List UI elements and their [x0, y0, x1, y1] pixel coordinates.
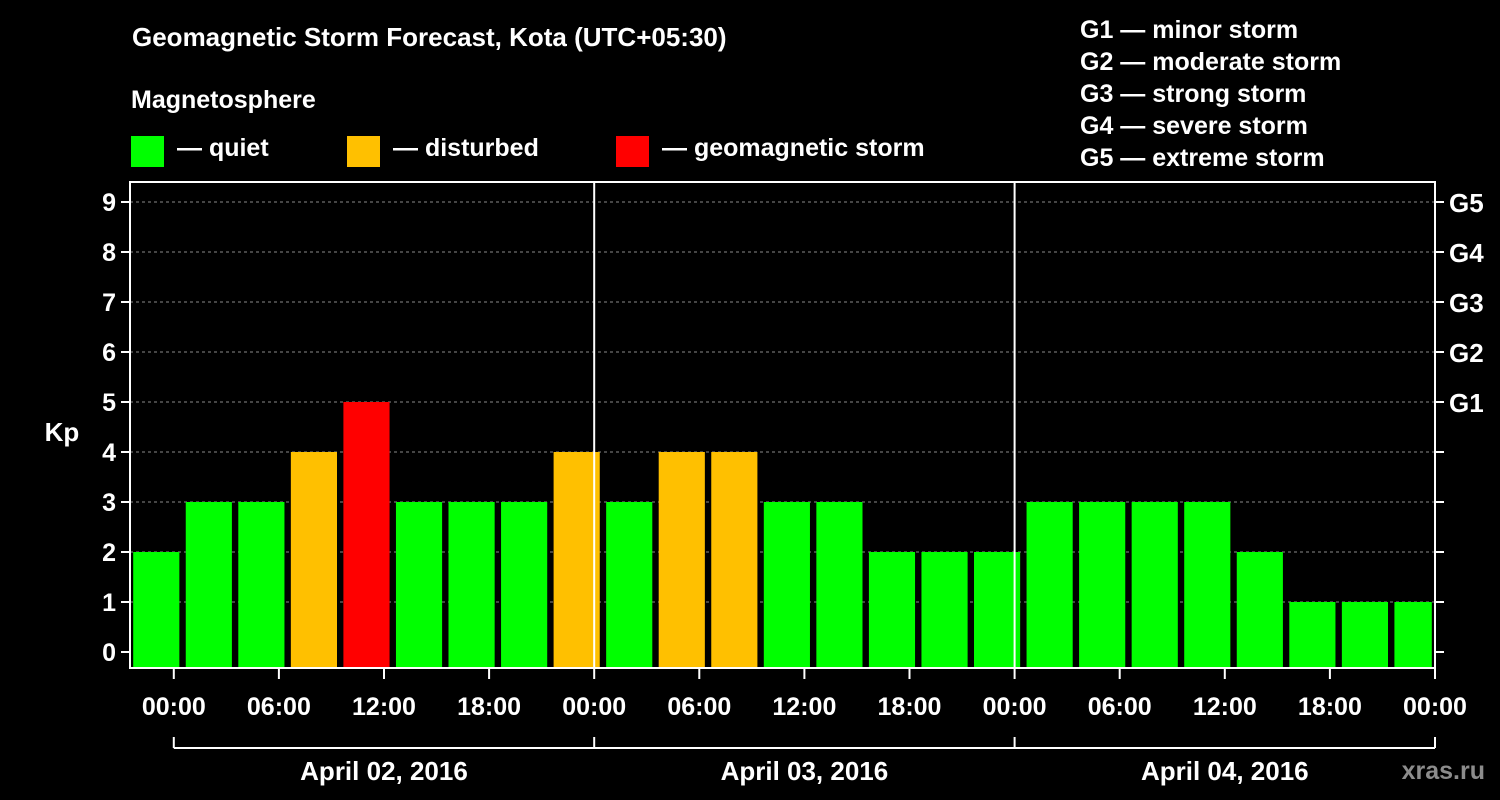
axes [121, 181, 1444, 749]
watermark: xras.ru [1402, 757, 1485, 785]
y-tick-label-6: 6 [102, 339, 116, 367]
day-label-0: April 02, 2016 [300, 756, 468, 786]
y-tick-label-9: 9 [102, 189, 116, 217]
day-label-2: April 04, 2016 [1141, 756, 1309, 786]
bar-2 [238, 502, 285, 668]
y-tick-label-5: 5 [102, 389, 116, 417]
y-tick-label-1: 1 [102, 589, 116, 617]
y-tick-label-3: 3 [102, 489, 116, 517]
bar-12 [763, 502, 810, 668]
bar-24 [1394, 602, 1432, 668]
right-axis-label-g4: G4 [1449, 238, 1484, 268]
bar-8 [553, 452, 600, 668]
x-tick-label-2: 12:00 [352, 693, 416, 721]
storm-level-g3: G3 — strong storm [1080, 80, 1307, 108]
x-tick-label-9: 06:00 [1088, 693, 1152, 721]
x-tick-label-12: 00:00 [1403, 693, 1467, 721]
bars [133, 402, 1432, 668]
x-tick-label-0: 00:00 [142, 693, 206, 721]
day-label-1: April 03, 2016 [721, 756, 889, 786]
legend-label-storm: — geomagnetic storm [662, 134, 925, 162]
legend-swatch-quiet [131, 136, 164, 167]
x-tick-label-4: 00:00 [562, 693, 626, 721]
bar-20 [1184, 502, 1231, 668]
x-tick-label-10: 12:00 [1193, 693, 1257, 721]
bar-15 [921, 552, 968, 668]
storm-level-g5: G5 — extreme storm [1080, 144, 1325, 172]
legend-label-disturbed: — disturbed [393, 134, 539, 162]
storm-level-g4: G4 — severe storm [1080, 112, 1308, 140]
bar-22 [1289, 602, 1336, 668]
right-axis-label-g3: G3 [1449, 288, 1484, 318]
x-tick-label-3: 18:00 [457, 693, 521, 721]
y-tick-label-4: 4 [102, 439, 116, 467]
bar-4 [343, 402, 390, 668]
bar-23 [1341, 602, 1389, 668]
bar-7 [501, 502, 548, 668]
legend-swatch-disturbed [347, 136, 380, 167]
bar-19 [1131, 502, 1178, 668]
right-axis-label-g2: G2 [1449, 338, 1484, 368]
bar-18 [1079, 502, 1126, 668]
storm-level-g1: G1 — minor storm [1080, 16, 1299, 44]
bar-0 [133, 552, 180, 668]
legend-swatch-storm [616, 136, 649, 167]
y-tick-label-0: 0 [102, 639, 116, 667]
x-tick-label-11: 18:00 [1298, 693, 1362, 721]
x-tick-label-1: 06:00 [247, 693, 311, 721]
y-tick-label-8: 8 [102, 239, 116, 267]
y-tick-label-7: 7 [102, 289, 116, 317]
y-tick-label-2: 2 [102, 539, 116, 567]
x-tick-label-7: 18:00 [878, 693, 942, 721]
x-tick-label-5: 06:00 [667, 693, 731, 721]
storm-level-g2: G2 — moderate storm [1080, 48, 1342, 76]
bar-16 [974, 552, 1021, 668]
x-tick-label-8: 00:00 [983, 693, 1047, 721]
plot-frame [129, 181, 1436, 669]
x-tick-label-6: 12:00 [772, 693, 836, 721]
bar-1 [185, 502, 232, 668]
bar-5 [395, 502, 443, 668]
axis-labels: 0 1 2 3 4 5 6 7 8 9 G1 G2 G3 G4 G5 00:00 06:00 12:00 18:00… [102, 188, 1484, 786]
right-axis-label-g1: G1 [1449, 388, 1484, 418]
bar-17 [1026, 502, 1073, 668]
right-axis-label-g5: G5 [1449, 188, 1484, 218]
y-axis-label: Kp [45, 417, 80, 447]
legend-label-quiet: — quiet [177, 134, 269, 162]
bar-21 [1236, 552, 1283, 668]
bar-10 [658, 452, 705, 668]
bar-14 [868, 552, 916, 668]
storm-level-legend: G1 — minor storm G2 — moderate storm G3 … [1080, 14, 1341, 174]
bar-13 [816, 502, 863, 668]
chart-title: Geomagnetic Storm Forecast, Kota (UTC+05… [132, 22, 727, 52]
legend-heading: Magnetosphere [131, 86, 316, 114]
bar-9 [606, 502, 653, 668]
bar-11 [711, 452, 758, 668]
bar-3 [290, 452, 338, 668]
bar-6 [448, 502, 495, 668]
